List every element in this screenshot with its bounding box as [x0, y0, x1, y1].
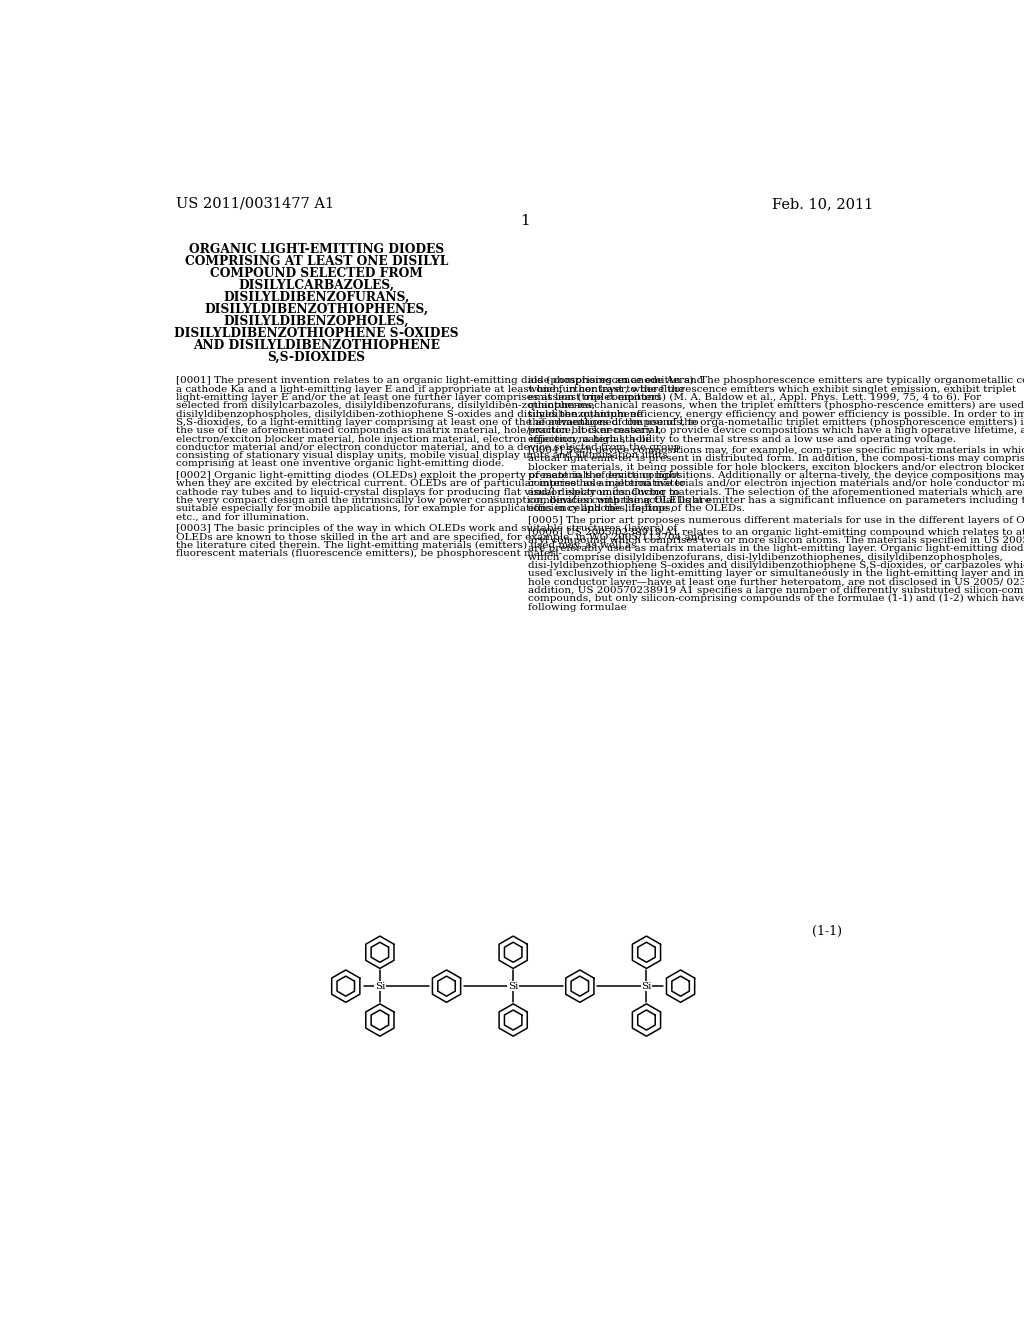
Text: AND DISILYLDIBENZOTHIOPHENE: AND DISILYLDIBENZOTHIOPHENE	[193, 339, 440, 351]
Text: conductor material and/or electron conductor material, and to a device selected : conductor material and/or electron condu…	[176, 442, 681, 451]
Text: used exclusively in the light-emitting layer or simultaneously in the light-emit: used exclusively in the light-emitting l…	[528, 569, 1024, 578]
Text: when they are excited by electrical current. OLEDs are of particular interest as: when they are excited by electrical curr…	[176, 479, 685, 488]
Text: [0003] The basic principles of the way in which OLEDs work and suitable structur: [0003] The basic principles of the way i…	[176, 524, 677, 533]
Text: the advantages of the use of the orga-nometallic triplet emitters (phosphorescen: the advantages of the use of the orga-no…	[528, 418, 1024, 426]
Text: [0006] US 2005/0238919 A1 relates to an organic light-emitting compound which re: [0006] US 2005/0238919 A1 relates to an …	[528, 528, 1024, 537]
Text: cathode ray tubes and to liquid-crystal displays for producing flat visual displ: cathode ray tubes and to liquid-crystal …	[176, 488, 680, 496]
Text: Si: Si	[375, 982, 385, 990]
Text: US 2011/0031477 A1: US 2011/0031477 A1	[176, 197, 334, 211]
Text: DISILYLDIBENZOTHIOPHENE S-OXIDES: DISILYLDIBENZOTHIOPHENE S-OXIDES	[174, 326, 459, 339]
Text: (1-1): (1-1)	[812, 924, 842, 937]
Text: efficiency and the life-time of the OLEDs.: efficiency and the life-time of the OLED…	[528, 504, 744, 513]
Text: DISILYLCARBAZOLES,: DISILYLCARBAZOLES,	[239, 279, 394, 292]
Text: light-emitting layer E and/or the at least one further layer comprises at least : light-emitting layer E and/or the at lea…	[176, 393, 660, 403]
Text: suitable especially for mobile applications, for example for applications in cel: suitable especially for mobile applicati…	[176, 504, 674, 513]
Text: S,S-dioxides, to a light-emitting layer comprising at least one of the aforement: S,S-dioxides, to a light-emitting layer …	[176, 418, 698, 426]
Text: the literature cited therein. The light-emitting materials (emitters) used may, : the literature cited therein. The light-…	[176, 541, 637, 550]
Text: Si: Si	[508, 982, 518, 990]
Text: compounds, but only silicon-comprising compounds of the formulae (1-1) and (1-2): compounds, but only silicon-comprising c…	[528, 594, 1024, 603]
Text: [0005] The prior art proposes numerous different materials for use in the differ: [0005] The prior art proposes numerous d…	[528, 516, 1024, 525]
Text: COMPOUND SELECTED FROM: COMPOUND SELECTED FROM	[210, 267, 423, 280]
Text: [0004] Such device compositions may, for example, com-prise specific matrix mate: [0004] Such device compositions may, for…	[528, 446, 1024, 455]
Text: consisting of stationary visual display units, mobile visual display units and i: consisting of stationary visual display …	[176, 451, 668, 461]
Text: blocker materials, it being possible for hole blockers, exciton blockers and/or : blocker materials, it being possible for…	[528, 463, 1024, 471]
Text: combination with the actual light emitter has a significant influence on paramet: combination with the actual light emitte…	[528, 496, 1024, 506]
Text: etc., and for illumination.: etc., and for illumination.	[176, 512, 309, 521]
Text: quantum-mechanical reasons, when the triplet emitters (phospho-rescence emitters: quantum-mechanical reasons, when the tri…	[528, 401, 1024, 411]
Text: and/or electron conductor materials. The selection of the aforementioned materia: and/or electron conductor materials. The…	[528, 488, 1024, 496]
Text: disi-lyldibenzothiophene S-oxides and disilyldibenzothiophene S,S-dioxides, or c: disi-lyldibenzothiophene S-oxides and di…	[528, 561, 1024, 570]
Text: disilyldibenzophospholes, disilyldiben-zothiophene S-oxides and disilyldibenzoth: disilyldibenzophospholes, disilyldiben-z…	[176, 409, 643, 418]
Text: DISILYLDIBENZOPHOLES,: DISILYLDIBENZOPHOLES,	[223, 314, 410, 327]
Text: the very compact design and the intrinsically low power consumption, devices com: the very compact design and the intrinsi…	[176, 496, 711, 506]
Text: S,S-DIOXIDES: S,S-DIOXIDES	[267, 351, 366, 363]
Text: als (phosphorescence emitters). The phosphorescence emitters are typically organ: als (phosphorescence emitters). The phos…	[528, 376, 1024, 385]
Text: practice, it is necessary to provide device compositions which have a high opera: practice, it is necessary to provide dev…	[528, 426, 1024, 436]
Text: hole conductor layer—have at least one further heteroatom, are not disclosed in : hole conductor layer—have at least one f…	[528, 578, 1024, 586]
Text: addition, US 200570238919 A1 specifies a large number of differently substituted: addition, US 200570238919 A1 specifies a…	[528, 586, 1024, 595]
Text: [0001] The present invention relates to an organic light-emitting diode comprisi: [0001] The present invention relates to …	[176, 376, 703, 385]
Text: actual light emit-ter is present in distributed form. In addition, the composi-t: actual light emit-ter is present in dist…	[528, 454, 1024, 463]
Text: DISILYLDIBENZOFURANS,: DISILYLDIBENZOFURANS,	[223, 290, 410, 304]
Text: COMPRISING AT LEAST ONE DISILYL: COMPRISING AT LEAST ONE DISILYL	[184, 255, 449, 268]
Text: times the quantum efficiency, energy efficiency and power efficiency is possible: times the quantum efficiency, energy eff…	[528, 409, 1024, 418]
Text: efficiency, a high sta-bility to thermal stress and a low use and operating volt: efficiency, a high sta-bility to thermal…	[528, 434, 956, 444]
Text: following formulae: following formulae	[528, 602, 627, 611]
Text: emission (triplet emitters) (M. A. Baldow et al., Appl. Phys. Lett. 1999, 75, 4 : emission (triplet emitters) (M. A. Baldo…	[528, 393, 981, 403]
Text: electron/exciton blocker material, hole injection material, electron injection m: electron/exciton blocker material, hole …	[176, 434, 651, 444]
Text: aryl compound which comprises two or more silicon atoms. The materials specified: aryl compound which comprises two or mor…	[528, 536, 1024, 545]
Text: the use of the aforementioned compounds as matrix material, hole/exciton blocker: the use of the aforementioned compounds …	[176, 426, 662, 436]
Text: 1: 1	[520, 214, 529, 228]
Text: [0002] Organic light-emitting diodes (OLEDs) exploit the property of materials o: [0002] Organic light-emitting diodes (OL…	[176, 471, 680, 480]
Text: DISILYLDIBENZOTHIOPHENES,: DISILYLDIBENZOTHIOPHENES,	[204, 302, 428, 315]
Text: comprise hole injection materials and/or electron injection materials and/or hol: comprise hole injection materials and/or…	[528, 479, 1024, 488]
Text: OLEDs are known to those skilled in the art and are specified, for example, in W: OLEDs are known to those skilled in the …	[176, 533, 705, 541]
Text: which comprise disilyldibenzofurans, disi-lyldibenzothiophenes, disilyldibenzoph: which comprise disilyldibenzofurans, dis…	[528, 553, 1002, 561]
Text: selected from disilylcarbazoles, disilyldibenzofurans, disilyldiben-zothiophenes: selected from disilylcarbazoles, disilyl…	[176, 401, 595, 411]
Text: ORGANIC LIGHT-EMITTING DIODES: ORGANIC LIGHT-EMITTING DIODES	[188, 243, 443, 256]
Text: comprising at least one inventive organic light-emitting diode.: comprising at least one inventive organi…	[176, 459, 505, 469]
Text: present in the device compositions. Additionally or alterna-tively, the device c: present in the device compositions. Addi…	[528, 471, 1024, 480]
Text: which, in contrast to the fluorescence emitters which exhibit singlet emission, : which, in contrast to the fluorescence e…	[528, 384, 1016, 393]
Text: Si: Si	[641, 982, 651, 990]
Text: are preferably used as matrix materials in the light-emitting layer. Organic lig: are preferably used as matrix materials …	[528, 544, 1024, 553]
Text: Feb. 10, 2011: Feb. 10, 2011	[772, 197, 873, 211]
Text: a cathode Ka and a light-emitting layer E and if appropriate at least one furthe: a cathode Ka and a light-emitting layer …	[176, 384, 685, 393]
Text: fluorescent materials (fluorescence emitters), be phosphorescent materi-: fluorescent materials (fluorescence emit…	[176, 549, 562, 558]
